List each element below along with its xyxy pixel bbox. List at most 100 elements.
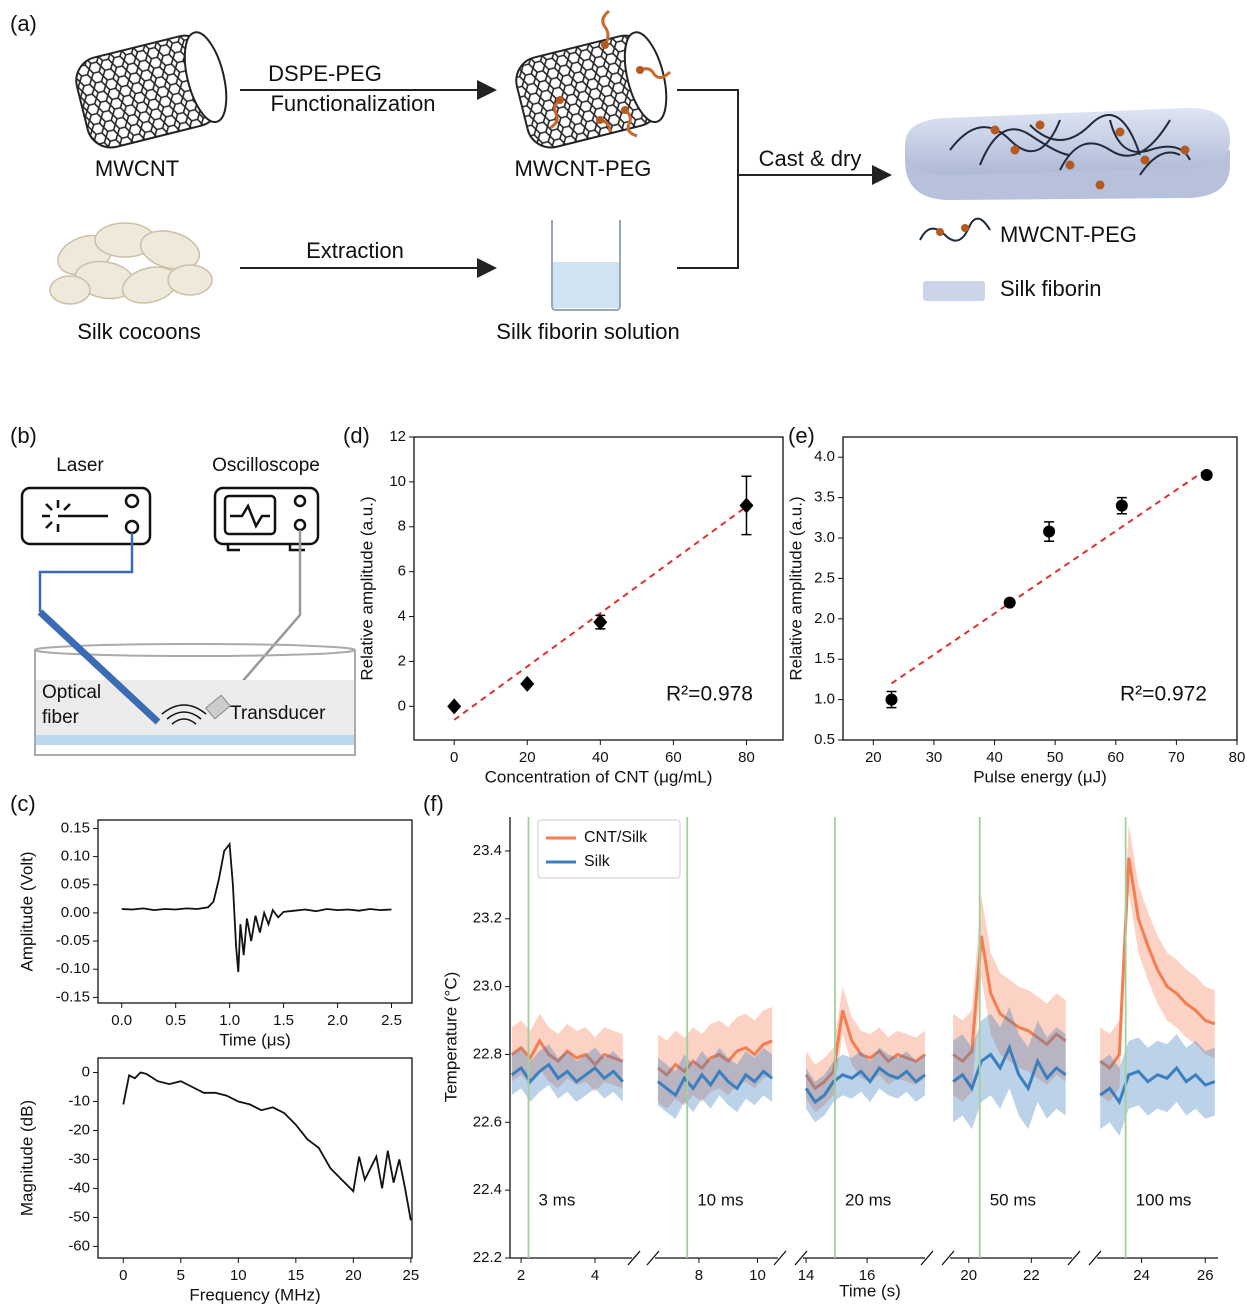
x-axis-label: Time (s) [839, 1281, 901, 1300]
legend-label: CNT/Silk [584, 829, 648, 846]
marker [447, 698, 461, 714]
nanotube-peg [511, 28, 674, 152]
x-tick-label: 14 [798, 1267, 815, 1284]
x-tick-label: 20 [960, 1267, 977, 1284]
label: Laser [56, 455, 104, 476]
marker [520, 676, 534, 692]
y-tick-label: -50 [68, 1208, 90, 1225]
y-tick-label: 22.2 [473, 1249, 502, 1266]
x-tick-label: 0.5 [165, 1012, 186, 1029]
y-axis-label: Temperature (°C) [441, 972, 460, 1103]
event-label: 3 ms [538, 1190, 575, 1209]
x-tick-label: 2.5 [381, 1012, 402, 1029]
x-tick-label: 80 [738, 749, 755, 766]
y-tick-label: 22.6 [473, 1113, 502, 1130]
x-tick-label: 30 [926, 749, 943, 766]
y-tick-label: -0.15 [56, 988, 90, 1005]
x-axis-label: Frequency (MHz) [189, 1285, 320, 1304]
label: Optical [42, 682, 101, 703]
marker [1201, 469, 1213, 481]
y-tick-label: 0.00 [61, 904, 90, 921]
y-tick-label: 0 [82, 1063, 90, 1080]
event-label: 20 ms [845, 1190, 891, 1209]
y-tick-label: 23.4 [473, 842, 502, 859]
x-tick-label: 20 [345, 1267, 362, 1284]
x-tick-label: 0 [119, 1267, 127, 1284]
panel-label: (f) [423, 791, 444, 816]
plot-frame [98, 1058, 412, 1258]
y-tick-label: 3.5 [814, 489, 835, 506]
y-tick-label: 4.0 [814, 448, 835, 465]
y-tick-label: -0.10 [56, 960, 90, 977]
event-label: 100 ms [1136, 1190, 1192, 1209]
legend-film-icon [923, 281, 985, 301]
y-tick-label: 12 [389, 428, 406, 445]
x-tick-label: 40 [986, 749, 1003, 766]
label: fiber [42, 707, 80, 728]
label: Silk cocoons [77, 319, 201, 344]
x-tick-label: 1.0 [219, 1012, 240, 1029]
nanotube [71, 28, 234, 152]
y-axis-label: Relative amplitude (a.u.) [786, 496, 805, 680]
y-tick-label: 4 [398, 608, 406, 625]
film [905, 108, 1230, 200]
x-tick-label: 20 [519, 749, 536, 766]
marker [1116, 500, 1128, 512]
plot-frame [98, 820, 412, 1003]
x-tick-label: 2 [517, 1267, 525, 1284]
x-tick-label: 40 [592, 749, 609, 766]
x-tick-label: 26 [1197, 1267, 1214, 1284]
marker [885, 694, 897, 706]
y-tick-label: 23.0 [473, 978, 502, 995]
marker [593, 614, 607, 630]
y-tick-label: 6 [398, 563, 406, 580]
cable [222, 530, 300, 705]
y-tick-label: 8 [398, 518, 406, 535]
x-tick-label: 22 [1023, 1267, 1040, 1284]
y-tick-label: 22.4 [473, 1181, 502, 1198]
label: Oscilloscope [212, 455, 320, 476]
y-tick-label: 3.0 [814, 529, 835, 546]
y-tick-label: 23.2 [473, 910, 502, 927]
event-label: 50 ms [990, 1190, 1036, 1209]
cocoons [50, 223, 212, 309]
y-tick-label: 22.8 [473, 1045, 502, 1062]
x-tick-label: 70 [1168, 749, 1185, 766]
legend-label: Silk fiborin [1000, 276, 1101, 301]
y-tick-label: 10 [389, 473, 406, 490]
y-axis-label: Magnitude (dB) [17, 1100, 36, 1216]
y-tick-label: -60 [68, 1237, 90, 1254]
x-tick-label: 8 [695, 1267, 703, 1284]
x-tick-label: 10 [230, 1267, 247, 1284]
x-tick-label: 16 [859, 1267, 876, 1284]
panel-label: (d) [343, 423, 370, 448]
legend-cnt-icon [920, 219, 990, 241]
legend-label: MWCNT-PEG [1000, 222, 1137, 247]
x-tick-label: 10 [749, 1267, 766, 1284]
oscilloscope [215, 488, 318, 550]
label: Cast & dry [759, 146, 862, 171]
line [122, 844, 392, 972]
label: MWCNT-PEG [515, 156, 652, 181]
x-tick-label: 2.0 [327, 1012, 348, 1029]
x-tick-label: 24 [1133, 1267, 1150, 1284]
marker [1004, 597, 1016, 609]
panel-label: (e) [788, 423, 815, 448]
y-axis-label: Amplitude (Volt) [17, 852, 36, 972]
line [123, 1073, 411, 1221]
y-tick-label: -40 [68, 1179, 90, 1196]
event-label: 10 ms [697, 1190, 743, 1209]
y-tick-label: -20 [68, 1121, 90, 1138]
y-tick-label: 1.5 [814, 650, 835, 667]
y-tick-label: -10 [68, 1092, 90, 1109]
label: DSPE-PEG [268, 61, 382, 86]
x-tick-label: 60 [1107, 749, 1124, 766]
label: Silk fiborin solution [496, 319, 679, 344]
x-axis-label: Time (μs) [219, 1030, 291, 1049]
x-tick-label: 0 [450, 749, 458, 766]
label: Transducer [230, 703, 326, 724]
y-tick-label: 0 [398, 697, 406, 714]
y-axis-label: Relative amplitude (a.u.) [357, 496, 376, 680]
annotation: R²=0.978 [666, 683, 753, 706]
panel-label: (b) [10, 423, 37, 448]
